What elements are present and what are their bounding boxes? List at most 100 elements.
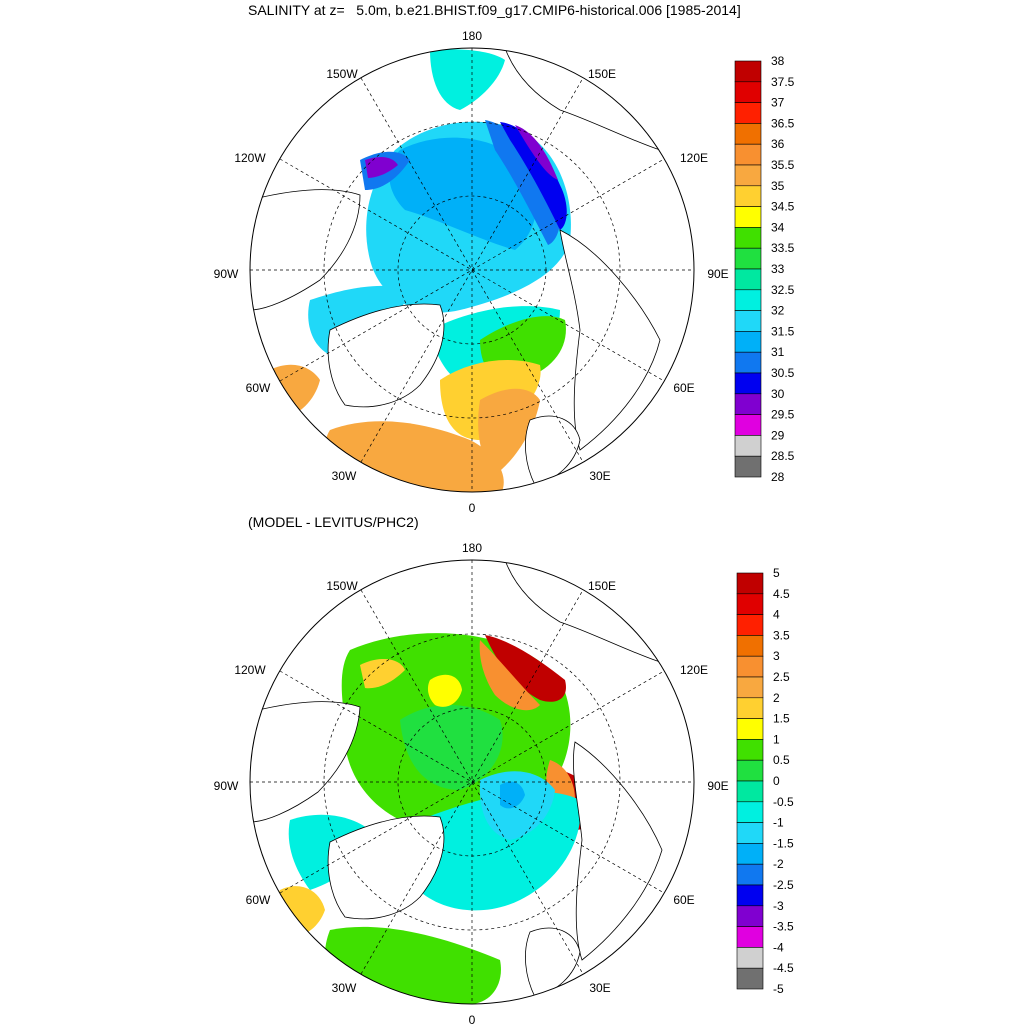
colorbar-tick-label: 2.5 — [773, 670, 790, 684]
colorbar-swatch — [736, 843, 764, 865]
colorbar-swatch — [734, 393, 762, 415]
colorbar-swatch — [734, 185, 762, 207]
colorbar-swatch — [734, 435, 762, 457]
colorbar-swatch — [734, 414, 762, 436]
top-field-lena-plume — [515, 125, 558, 180]
colorbar-swatch — [734, 310, 762, 332]
colorbar-tick-label: 29 — [771, 428, 785, 442]
colorbar-tick-label: 30 — [771, 387, 785, 401]
colorbar-swatch — [736, 718, 764, 740]
top-field-siberian-shelf — [485, 120, 561, 245]
colorbar-tick-label: 28 — [771, 470, 785, 484]
colorbar-swatch — [736, 655, 764, 678]
top-graticule — [250, 48, 694, 492]
longitude-label-120w: 120W — [234, 151, 266, 165]
colorbar-tick-label: 31.5 — [771, 324, 795, 338]
longitude-label-0: 0 — [469, 1013, 476, 1024]
colorbar-tick-label: 34 — [771, 220, 785, 234]
top-map-title: SALINITY at z= 5.0m, b.e21.BHIST.f09_g17… — [248, 2, 741, 18]
colorbar-tick-label: 2 — [773, 691, 780, 705]
colorbar-swatch — [736, 593, 764, 615]
colorbar-tick-label: 5 — [773, 566, 780, 580]
bottom-map-title: (MODEL - LEVITUS/PHC2) — [248, 514, 419, 530]
colorbar-swatch — [734, 102, 762, 124]
colorbar-swatch — [734, 81, 762, 103]
colorbar-swatch — [736, 572, 764, 595]
longitude-label-120e: 120E — [680, 151, 708, 165]
top-land-eurasia — [559, 229, 661, 451]
bottom-map-boundary — [249, 559, 695, 1005]
bottom-colorbar: 5 4.5 4 3.5 3 2.5 2 1.5 1 0.5 0 -0.5 -1 -1.5 -2 -2.5 -3 -… — [736, 566, 794, 996]
colorbar-tick-label: 36 — [771, 137, 785, 151]
colorbar-tick-label: -1 — [773, 816, 784, 830]
colorbar-tick-label: -4.5 — [773, 961, 794, 975]
colorbar-swatch — [736, 780, 764, 803]
top-field-atlantic-deep — [478, 388, 540, 475]
bottom-land-eurasia — [573, 741, 663, 961]
longitude-label-150w: 150W — [326, 579, 358, 593]
colorbar-tick-label: 38 — [771, 54, 785, 68]
bottom-graticule — [250, 560, 694, 1004]
bottom-field-barents-lightblue — [479, 771, 555, 840]
colorbar-tick-label: -0.5 — [773, 795, 794, 809]
colorbar-swatch — [734, 143, 762, 166]
colorbar-swatch — [734, 60, 762, 83]
colorbar-swatch — [736, 947, 764, 969]
longitude-label-180: 180 — [462, 29, 482, 43]
top-field-beaufort-core — [365, 157, 398, 178]
colorbar-tick-label: 4.5 — [773, 587, 790, 601]
colorbar-tick-label: 4 — [773, 608, 780, 622]
colorbar-tick-label: 35.5 — [771, 158, 795, 172]
colorbar-tick-label: 3 — [773, 649, 780, 663]
longitude-label-120e: 120E — [680, 663, 708, 677]
colorbar-tick-label: 32 — [771, 304, 785, 318]
top-land-scandinavia — [525, 415, 581, 486]
longitude-label-30w: 30W — [332, 469, 357, 483]
longitude-label-90w: 90W — [214, 267, 239, 281]
colorbar-tick-label: -4 — [773, 940, 784, 954]
bottom-field-siberian-red — [485, 635, 566, 702]
colorbar-tick-label: -1.5 — [773, 836, 794, 850]
colorbar-swatch — [736, 676, 764, 699]
colorbar-tick-label: 28.5 — [771, 449, 795, 463]
colorbar-swatch — [736, 884, 764, 907]
colorbar-swatch — [734, 247, 762, 270]
colorbar-tick-label: -5 — [773, 982, 784, 996]
colorbar-swatch — [734, 206, 762, 228]
bottom-field-basin-zero — [400, 705, 503, 790]
longitude-label-90e: 90E — [707, 779, 728, 793]
colorbar-tick-label: 32.5 — [771, 283, 795, 297]
longitude-label-90e: 90E — [707, 267, 728, 281]
colorbar-swatch — [736, 863, 764, 886]
colorbar-swatch — [736, 614, 764, 636]
longitude-label-120w: 120W — [234, 663, 266, 677]
longitude-label-60e: 60E — [673, 381, 694, 395]
colorbar-tick-label: 29.5 — [771, 408, 795, 422]
colorbar-tick-label: 35 — [771, 179, 785, 193]
colorbar-swatch — [736, 801, 764, 823]
colorbar-tick-label: 0 — [773, 774, 780, 788]
colorbar-swatch — [736, 967, 764, 990]
colorbar-swatch — [734, 123, 762, 145]
colorbar-tick-label: -3.5 — [773, 920, 794, 934]
colorbar-tick-label: 1.5 — [773, 712, 790, 726]
colorbar-tick-label: 33 — [771, 262, 785, 276]
longitude-label-90w: 90W — [214, 779, 239, 793]
colorbar-swatch — [736, 635, 764, 657]
top-colorbar: 38 37.5 37 36.5 36 35.5 35 34.5 34 33.5 33 32.5 32 31… — [734, 54, 795, 484]
colorbar-tick-label: 31 — [771, 345, 785, 359]
colorbar-tick-label: -2 — [773, 857, 784, 871]
colorbar-swatch — [736, 739, 764, 761]
colorbar-swatch — [734, 331, 762, 353]
bottom-field-canada-yellow — [427, 674, 462, 707]
colorbar-swatch — [734, 372, 762, 395]
colorbar-tick-label: -3 — [773, 899, 784, 913]
top-polar-map — [249, 47, 695, 493]
bottom-longitude-labels: 180 150E 120E 90E 60E 30E 0 30W 60W 90W 120W 150W — [214, 541, 729, 1024]
colorbar-tick-label: 1 — [773, 732, 780, 746]
colorbar-swatch — [736, 926, 764, 948]
colorbar-swatch — [734, 351, 762, 374]
bottom-field-siberian-orange — [479, 640, 540, 711]
colorbar-tick-label: 0.5 — [773, 753, 790, 767]
longitude-label-150e: 150E — [588, 67, 616, 81]
